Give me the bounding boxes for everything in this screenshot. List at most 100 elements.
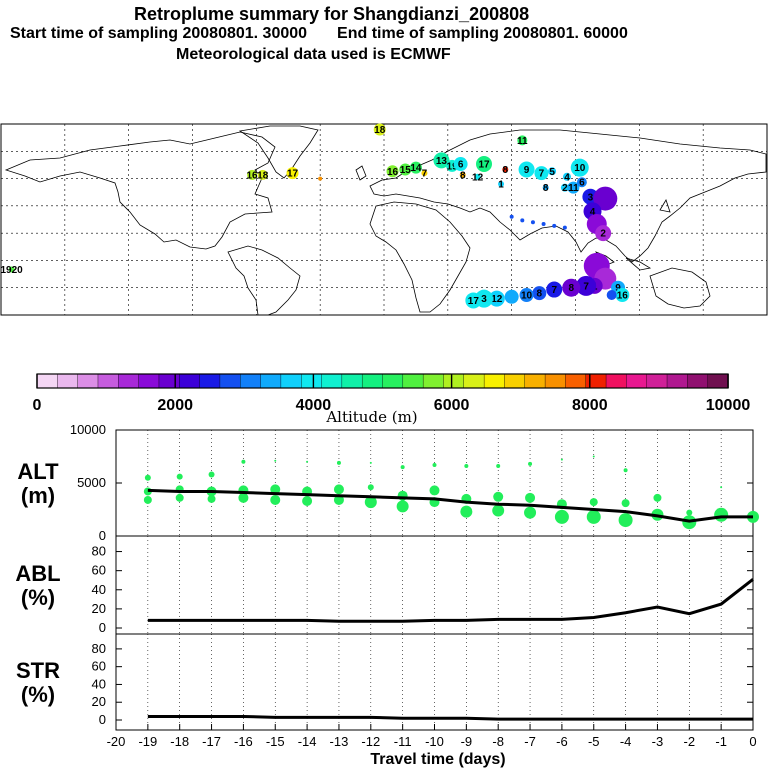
scatter-point	[306, 460, 309, 463]
series-line	[147, 714, 753, 721]
map-marker-label: 1	[498, 180, 504, 191]
map-marker-label: 17	[287, 169, 299, 180]
colorbar-cell	[666, 373, 689, 389]
x-axis-label: Travel time (days)	[370, 751, 505, 768]
x-tick-label: -8	[492, 734, 504, 749]
map-marker	[519, 287, 534, 302]
map-marker-label: 8	[543, 183, 549, 194]
scatter-point	[270, 494, 281, 505]
scatter-point	[496, 464, 501, 469]
map-marker	[465, 292, 482, 309]
colorbar-cell	[382, 373, 404, 389]
map-marker-label: 6	[458, 160, 464, 171]
map-marker	[542, 184, 549, 191]
map-marker-label: 3	[481, 294, 487, 305]
map-marker	[386, 165, 399, 178]
scatter-point	[592, 455, 595, 458]
map-marker	[615, 287, 630, 302]
map-marker	[518, 161, 535, 178]
coastline-australia	[649, 267, 711, 309]
y-tick-label: 0	[99, 528, 106, 543]
x-tick-label: -11	[394, 734, 412, 749]
sampling-time-line: Start time of sampling 20080801. 30000 En…	[10, 25, 768, 43]
colorbar-cell	[463, 373, 485, 389]
scatter-point	[432, 462, 437, 467]
map-marker-label: 4	[564, 172, 570, 183]
x-tick-label: -6	[556, 734, 568, 749]
colorbar-cell	[240, 373, 262, 389]
map-marker	[576, 177, 587, 188]
map-marker	[570, 158, 589, 177]
colorbar-cell	[97, 373, 119, 389]
map-graticule	[1, 124, 767, 315]
x-tick-label: -2	[684, 734, 696, 749]
y-tick-label: 80	[92, 544, 106, 559]
map-marker	[532, 286, 547, 301]
x-axis: -20 -19 -18 -17 -16 -15 -14 -13 -12 -11 -10 -9 -8 -7-…	[107, 724, 757, 749]
x-tick-label: -4	[620, 734, 632, 749]
colorbar-cell	[341, 373, 363, 389]
panel-unit: (m)	[21, 483, 55, 508]
y-tick-label: 0	[99, 620, 106, 635]
colorbar-cells	[36, 373, 729, 389]
map-marker-label: 9	[615, 283, 621, 294]
x-tick-label: -19	[138, 734, 157, 749]
y-tick-label: 80	[92, 641, 106, 656]
map-marker	[520, 218, 525, 223]
map-marker-label: 10	[521, 290, 533, 301]
panel-label: ABL	[15, 561, 60, 586]
colorbar-cell	[443, 373, 465, 389]
map-marker-label: 17	[468, 296, 480, 307]
scatter-point	[364, 496, 377, 509]
y-tick-label: 40	[92, 676, 106, 691]
colorbar-cell	[646, 373, 668, 389]
x-tick-label: -9	[461, 734, 473, 749]
map-marker-label: 4	[590, 207, 596, 218]
x-tick-label: 0	[749, 734, 756, 749]
scatter-point	[589, 498, 598, 507]
map-marker	[548, 167, 557, 176]
map-marker	[474, 173, 481, 180]
map-marker-label: 12	[472, 172, 484, 183]
map-marker	[593, 186, 618, 211]
x-tick-label: -15	[266, 734, 285, 749]
colorbar-cell	[280, 373, 302, 389]
colorbar-cell	[422, 373, 445, 389]
map-marker-label: 1920	[1, 265, 24, 276]
colorbar-cell	[524, 373, 546, 389]
map-marker	[517, 135, 528, 146]
scatter-point	[175, 493, 184, 502]
panel-str: 0 20 40 60 80 STR(%)	[16, 633, 754, 731]
map-marker-label: 16	[387, 167, 399, 178]
met-data-label: Meteorological data used is ECMWF	[176, 46, 451, 63]
map-marker	[606, 289, 617, 300]
map-marker-label: 15	[400, 165, 412, 176]
scatter-point	[618, 513, 633, 528]
start-time-label: Start time of sampling 20080801. 30000	[10, 25, 308, 42]
time-series-panels: 0500010000ALT(m)020406080ABL(%)020406080…	[15, 422, 759, 731]
scatter-point	[208, 471, 215, 478]
colorbar-tick-label: 10000	[706, 397, 751, 414]
y-tick-label: 10000	[70, 422, 106, 437]
map-marker	[562, 278, 581, 297]
colorbar-cell	[158, 373, 180, 389]
x-tick-label: -12	[361, 734, 380, 749]
colorbar: 0 2000 4000 6000 8000 10000 Altitude (m)	[33, 373, 751, 426]
end-time-label: End time of sampling 20080801. 60000	[337, 25, 628, 42]
map-marker-label: 19	[447, 161, 459, 172]
map-marker-label: 18	[374, 125, 386, 136]
y-tick-label: 40	[92, 582, 106, 597]
panel-unit: (%)	[21, 682, 55, 707]
scatter-point	[493, 491, 504, 502]
map-marker-label: 7	[422, 169, 428, 180]
map-marker-label: 11	[517, 136, 528, 147]
map-marker-label: 2	[562, 183, 568, 194]
scatter-point	[492, 504, 505, 517]
x-tick-label: -5	[588, 734, 600, 749]
colorbar-tick-label: 6000	[434, 397, 470, 414]
colorbar-cell	[57, 373, 79, 389]
scatter-point	[686, 509, 693, 516]
map-marker-label: 18	[257, 170, 269, 181]
scatter-point	[270, 484, 281, 495]
